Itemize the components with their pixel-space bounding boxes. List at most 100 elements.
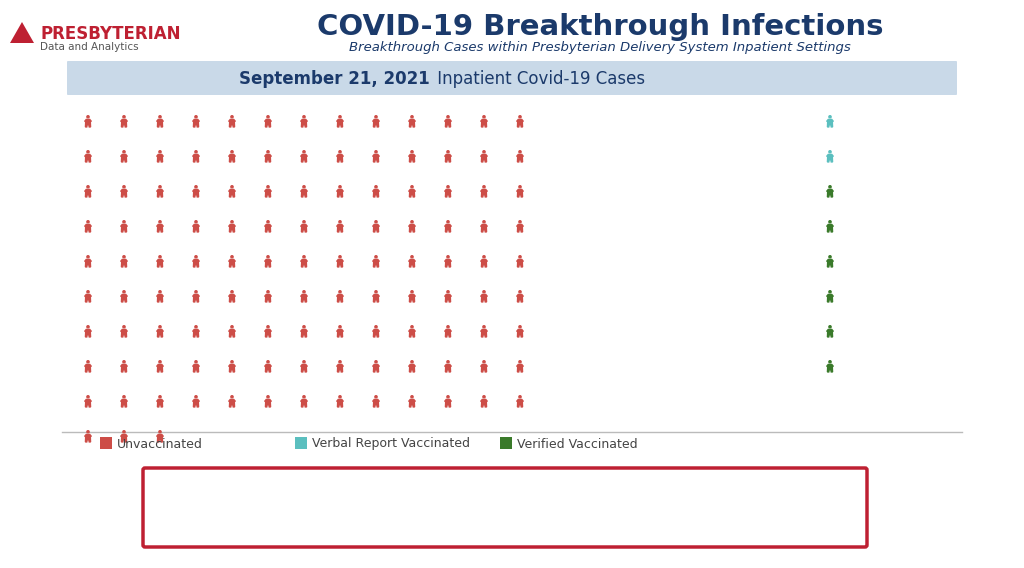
Polygon shape	[444, 259, 446, 261]
Bar	[518, 224, 521, 228]
Polygon shape	[305, 399, 307, 402]
Polygon shape	[445, 228, 447, 232]
Polygon shape	[197, 294, 200, 296]
Bar	[266, 329, 269, 332]
Polygon shape	[827, 193, 829, 197]
Polygon shape	[301, 189, 303, 191]
Polygon shape	[121, 154, 123, 156]
Circle shape	[86, 395, 90, 399]
Bar	[230, 399, 233, 403]
Bar	[446, 364, 450, 367]
Polygon shape	[340, 123, 343, 127]
Bar	[339, 364, 341, 367]
Circle shape	[266, 360, 269, 364]
Polygon shape	[831, 224, 834, 227]
Polygon shape	[480, 399, 483, 402]
Polygon shape	[265, 332, 268, 337]
Polygon shape	[265, 157, 268, 162]
Polygon shape	[374, 367, 376, 372]
Circle shape	[230, 220, 233, 224]
Polygon shape	[444, 329, 446, 331]
Circle shape	[302, 115, 306, 119]
Polygon shape	[341, 154, 343, 156]
Polygon shape	[830, 123, 833, 127]
Polygon shape	[88, 157, 90, 162]
Polygon shape	[158, 298, 160, 302]
Bar	[411, 329, 414, 332]
Polygon shape	[228, 119, 231, 122]
Polygon shape	[122, 332, 124, 337]
Bar	[87, 433, 89, 437]
Polygon shape	[160, 403, 163, 407]
Polygon shape	[121, 399, 123, 402]
Polygon shape	[157, 259, 159, 261]
Polygon shape	[449, 332, 451, 337]
Bar	[195, 189, 198, 193]
Polygon shape	[480, 154, 483, 156]
Circle shape	[86, 150, 90, 153]
Polygon shape	[158, 367, 160, 372]
Polygon shape	[376, 228, 379, 232]
Polygon shape	[521, 189, 523, 191]
Polygon shape	[374, 332, 376, 337]
Polygon shape	[85, 367, 88, 372]
Circle shape	[266, 395, 269, 399]
Bar	[159, 329, 162, 332]
Circle shape	[482, 360, 485, 364]
Polygon shape	[193, 294, 195, 296]
Polygon shape	[485, 259, 487, 261]
Circle shape	[158, 255, 162, 258]
Polygon shape	[122, 367, 124, 372]
Circle shape	[195, 255, 198, 258]
Polygon shape	[305, 329, 307, 331]
Polygon shape	[121, 329, 123, 331]
Circle shape	[122, 255, 126, 258]
Polygon shape	[521, 259, 523, 261]
Polygon shape	[301, 154, 303, 156]
Bar	[339, 258, 341, 262]
Polygon shape	[376, 403, 379, 407]
Polygon shape	[193, 224, 195, 227]
Polygon shape	[157, 224, 159, 227]
Polygon shape	[85, 437, 88, 442]
Polygon shape	[88, 228, 90, 232]
Bar	[482, 224, 485, 228]
Bar	[159, 399, 162, 403]
Circle shape	[411, 360, 414, 364]
Polygon shape	[89, 364, 91, 366]
Polygon shape	[830, 193, 833, 197]
Polygon shape	[413, 367, 415, 372]
Polygon shape	[301, 364, 303, 366]
Bar	[411, 364, 414, 367]
Polygon shape	[197, 119, 200, 122]
Polygon shape	[122, 193, 124, 197]
Polygon shape	[269, 119, 271, 122]
Polygon shape	[268, 298, 270, 302]
Polygon shape	[158, 437, 160, 442]
Circle shape	[482, 395, 485, 399]
Polygon shape	[827, 367, 829, 372]
Circle shape	[122, 220, 126, 224]
Polygon shape	[304, 228, 306, 232]
Bar	[159, 224, 162, 228]
Circle shape	[266, 185, 269, 189]
Circle shape	[338, 325, 342, 329]
Circle shape	[446, 290, 450, 294]
Polygon shape	[193, 154, 195, 156]
Polygon shape	[517, 332, 520, 337]
Polygon shape	[376, 367, 379, 372]
Polygon shape	[377, 294, 379, 296]
Circle shape	[266, 115, 269, 119]
Polygon shape	[373, 329, 375, 331]
Polygon shape	[517, 154, 519, 156]
Polygon shape	[268, 262, 270, 267]
Polygon shape	[125, 364, 127, 366]
Bar	[828, 364, 831, 367]
Polygon shape	[121, 189, 123, 191]
Polygon shape	[517, 294, 519, 296]
Polygon shape	[373, 294, 375, 296]
Polygon shape	[409, 189, 411, 191]
Circle shape	[446, 255, 450, 258]
Polygon shape	[197, 228, 199, 232]
Polygon shape	[265, 123, 268, 127]
